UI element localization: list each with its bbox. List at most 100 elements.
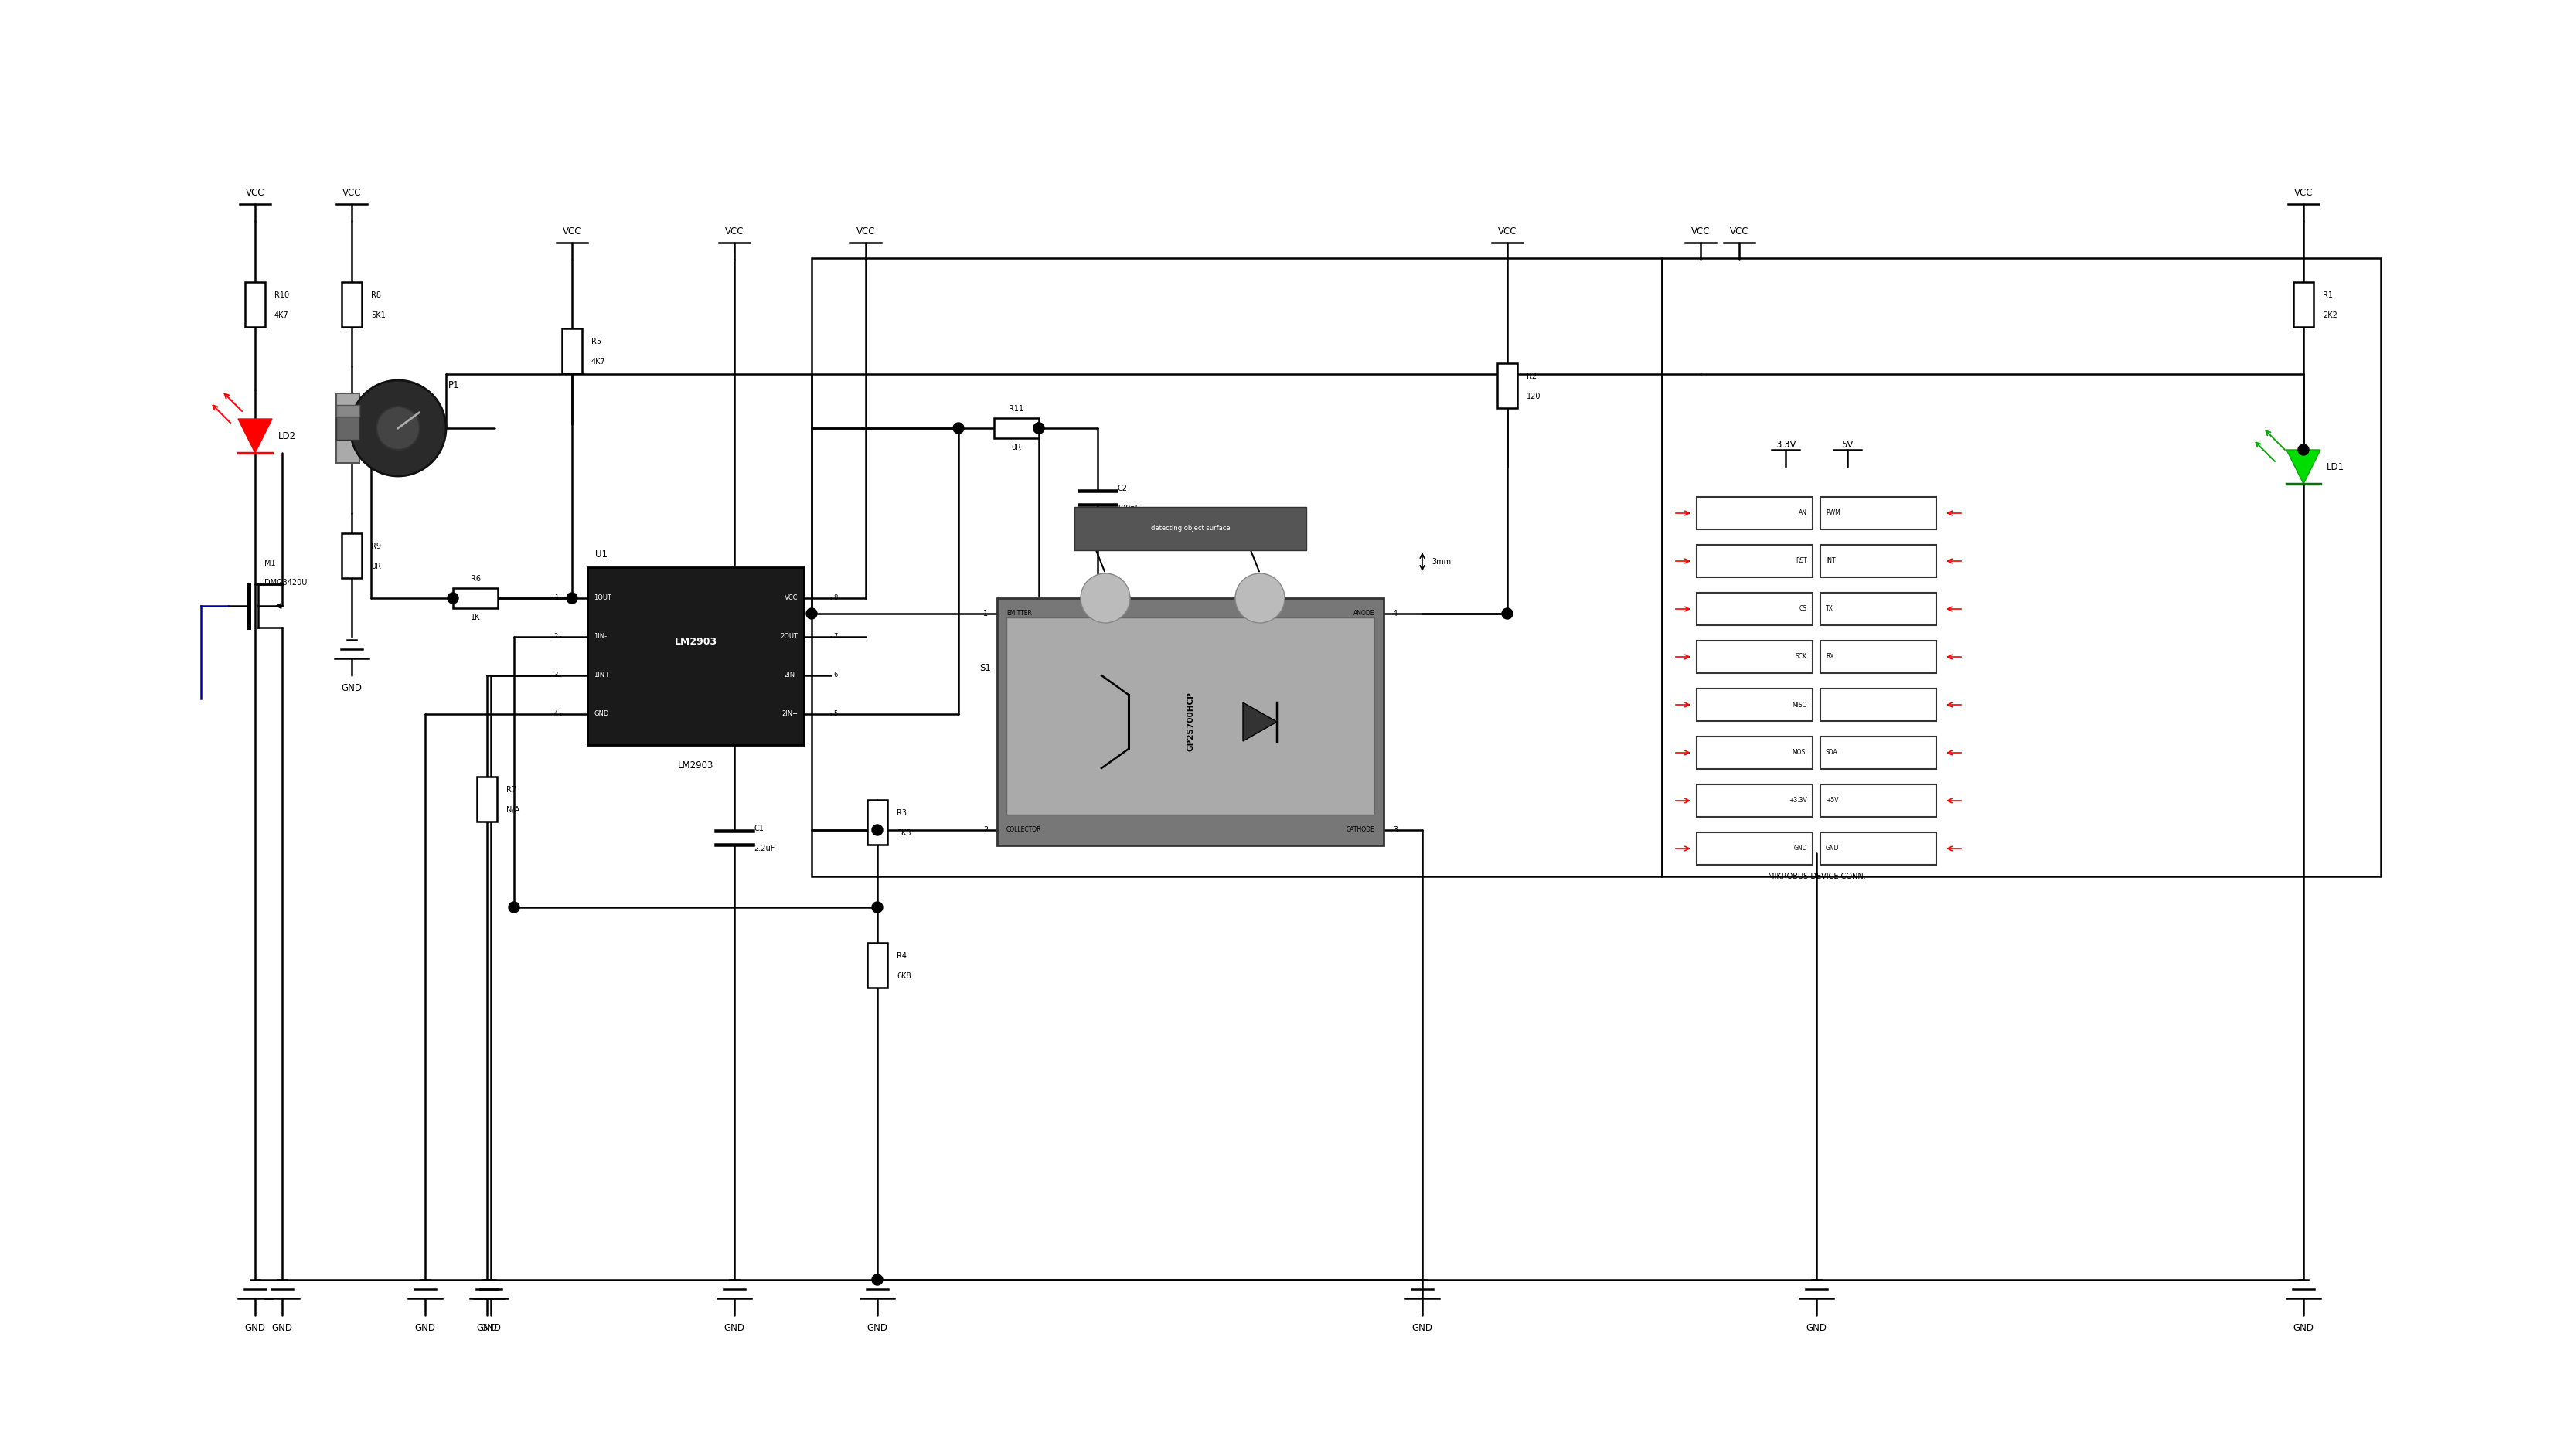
Bar	[1007, 617, 1373, 814]
Circle shape	[509, 901, 519, 913]
Text: 1K: 1K	[470, 613, 481, 622]
Circle shape	[1033, 422, 1043, 434]
Text: U1: U1	[596, 549, 609, 559]
Bar	[811, 258, 1662, 877]
Circle shape	[954, 422, 964, 434]
Circle shape	[1235, 574, 1284, 623]
Bar	[343, 533, 361, 578]
Text: 1IN+: 1IN+	[593, 673, 611, 678]
Bar	[1821, 593, 1936, 625]
Text: R1: R1	[2322, 291, 2332, 298]
Text: 100nF: 100nF	[1117, 505, 1140, 513]
Bar	[1698, 785, 1813, 817]
Text: 6K8: 6K8	[898, 973, 910, 980]
Text: 3.3V: 3.3V	[1775, 440, 1795, 450]
Text: P1: P1	[447, 380, 460, 390]
Circle shape	[2299, 444, 2309, 456]
Bar	[1821, 641, 1936, 673]
Text: 4K7: 4K7	[591, 358, 606, 365]
Text: TX: TX	[1826, 606, 1833, 613]
Text: 120: 120	[1527, 393, 1542, 400]
Text: 5K1: 5K1	[371, 312, 386, 319]
Text: GND: GND	[1826, 844, 1838, 852]
Text: VCC: VCC	[563, 227, 580, 236]
Bar	[453, 588, 499, 609]
Text: C2: C2	[1117, 485, 1128, 492]
Text: ANODE: ANODE	[1353, 610, 1373, 617]
Text: GND: GND	[1792, 844, 1808, 852]
Text: GND: GND	[724, 1324, 744, 1334]
Text: VCC: VCC	[724, 227, 744, 236]
Text: GND: GND	[476, 1324, 499, 1334]
Text: GND: GND	[271, 1324, 291, 1334]
Text: C1: C1	[754, 824, 765, 833]
Text: CS: CS	[1800, 606, 1808, 613]
Text: VCC: VCC	[2294, 188, 2314, 198]
Bar	[1662, 258, 2381, 877]
Text: GND: GND	[867, 1324, 887, 1334]
Text: VCC: VCC	[245, 188, 263, 198]
Text: MISO: MISO	[1792, 702, 1808, 708]
Bar	[1821, 689, 1936, 721]
Text: LM2903: LM2903	[675, 638, 716, 648]
Bar	[335, 405, 361, 416]
Text: R7: R7	[506, 786, 517, 794]
Text: SDA: SDA	[1826, 750, 1838, 756]
Text: CATHODE: CATHODE	[1345, 827, 1373, 833]
Text: 2K2: 2K2	[2322, 312, 2337, 319]
Text: 4K7: 4K7	[274, 312, 289, 319]
Text: VCC: VCC	[1729, 227, 1749, 236]
Text: GP2S700HCP: GP2S700HCP	[1186, 692, 1194, 751]
Bar	[1498, 363, 1516, 408]
Text: GND: GND	[481, 1324, 501, 1334]
Text: N/A: N/A	[506, 807, 519, 814]
Text: GND: GND	[245, 1324, 266, 1334]
Text: +3.3V: +3.3V	[1790, 798, 1808, 804]
Bar	[1698, 833, 1813, 865]
Text: 7: 7	[834, 633, 839, 641]
Bar	[478, 776, 496, 821]
Text: R3: R3	[898, 810, 908, 817]
Text: GND: GND	[2294, 1324, 2314, 1334]
Text: R8: R8	[371, 291, 381, 298]
Circle shape	[872, 901, 882, 913]
Text: INT: INT	[1826, 558, 1836, 565]
Text: 1: 1	[555, 594, 557, 601]
Text: 4: 4	[1394, 610, 1399, 617]
Text: R6: R6	[470, 575, 481, 582]
Text: LD1: LD1	[2327, 462, 2345, 472]
Text: GND: GND	[593, 711, 609, 718]
Text: 0R: 0R	[1013, 444, 1020, 451]
Text: GND: GND	[414, 1324, 435, 1334]
Text: PWM: PWM	[1826, 510, 1841, 517]
Circle shape	[805, 609, 818, 619]
Text: 1OUT: 1OUT	[593, 594, 611, 601]
Bar	[335, 393, 361, 463]
Text: 2IN-: 2IN-	[785, 673, 798, 678]
Text: GND: GND	[1087, 668, 1107, 677]
Bar	[1074, 507, 1307, 550]
Text: VCC: VCC	[1498, 227, 1516, 236]
Text: 2.2uF: 2.2uF	[754, 844, 775, 852]
Text: 2: 2	[555, 633, 557, 641]
Text: COLLECTOR: COLLECTOR	[1007, 827, 1041, 833]
Text: RX: RX	[1826, 654, 1833, 661]
Text: 1: 1	[982, 610, 987, 617]
Text: VCC: VCC	[785, 594, 798, 601]
Text: R9: R9	[371, 543, 381, 550]
Text: VCC: VCC	[343, 188, 361, 198]
Circle shape	[1501, 609, 1514, 619]
Text: R5: R5	[591, 338, 601, 345]
Bar	[1698, 496, 1813, 530]
Bar	[867, 799, 887, 844]
Text: LM2903: LM2903	[678, 760, 713, 770]
Text: R2: R2	[1527, 373, 1537, 380]
Bar	[1821, 545, 1936, 577]
Bar	[1821, 785, 1936, 817]
Text: GND: GND	[340, 683, 363, 693]
Bar	[1698, 689, 1813, 721]
Text: 2OUT: 2OUT	[780, 633, 798, 641]
Bar	[1821, 737, 1936, 769]
Circle shape	[568, 593, 578, 604]
Text: MIKROBUS DEVICE CONN.: MIKROBUS DEVICE CONN.	[1767, 872, 1867, 881]
